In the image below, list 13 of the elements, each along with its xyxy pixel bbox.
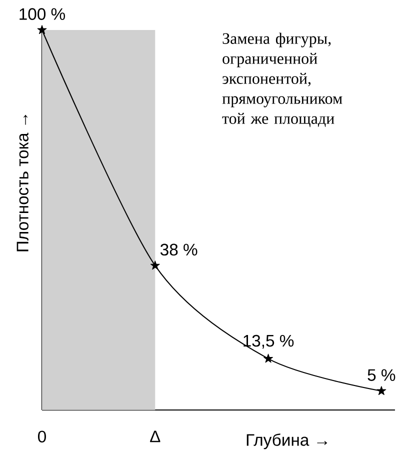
point: [376, 386, 386, 396]
point: [37, 25, 47, 34]
x-axis-title: Глубина →: [246, 433, 328, 450]
data-label: 38 %: [160, 244, 198, 256]
data-label: 13,5 %: [244, 334, 294, 349]
data-label: 5 %: [368, 369, 396, 381]
annotation: Замена фигуры, ограниченной экспонентой, прямоугольником той же площади: [222, 32, 342, 128]
x-tick-label: 0: [38, 430, 46, 443]
point: [150, 260, 160, 270]
y-axis-title: Плотность тока →: [16, 114, 28, 252]
data-label: 100 %: [20, 8, 66, 20]
x-tick-label: Δ: [150, 430, 160, 442]
point: [264, 354, 273, 363]
